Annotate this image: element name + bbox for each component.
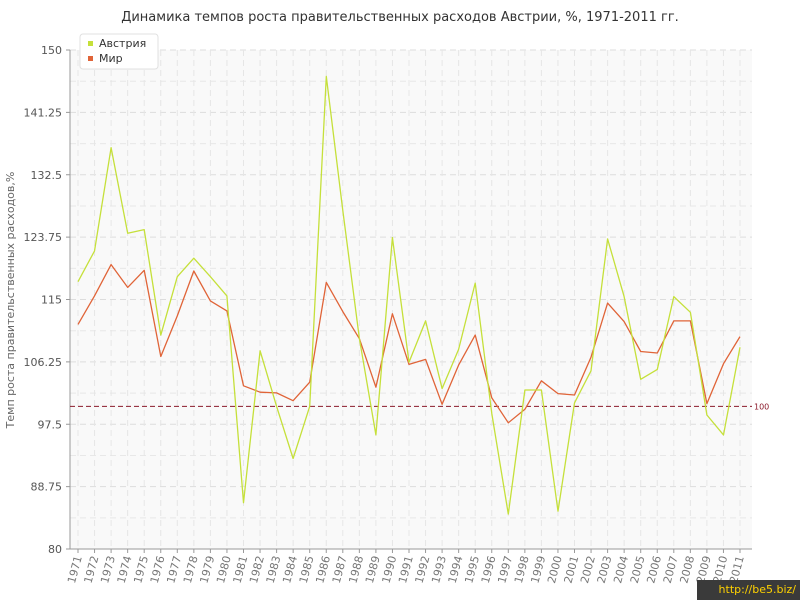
chart-title: Динамика темпов роста правительственных … (121, 10, 679, 25)
watermark-link[interactable]: http://be5.biz/ (697, 580, 800, 600)
legend-label: Австрия (99, 37, 146, 50)
y-tick-label: 141.25 (24, 106, 63, 119)
y-tick-label: 132.5 (31, 169, 63, 182)
y-tick-label: 80 (48, 543, 62, 556)
legend-box (79, 33, 159, 70)
y-axis-label: Темп роста правительственных расходов,% (4, 172, 17, 430)
y-tick-label: 88.75 (31, 481, 63, 494)
series-line-austria (77, 75, 741, 515)
y-tick-label: 97.5 (38, 418, 63, 431)
series-line-world (77, 263, 741, 424)
y-tick-label: 115 (41, 294, 62, 307)
legend-swatch (88, 56, 93, 61)
y-tick-label: 106.25 (24, 356, 63, 369)
legend-swatch (88, 41, 93, 46)
y-tick-label: 123.75 (24, 231, 63, 244)
legend-label: Мир (99, 52, 123, 65)
y-tick-label: 150 (41, 44, 62, 57)
reference-line-label: 100 (754, 402, 769, 411)
